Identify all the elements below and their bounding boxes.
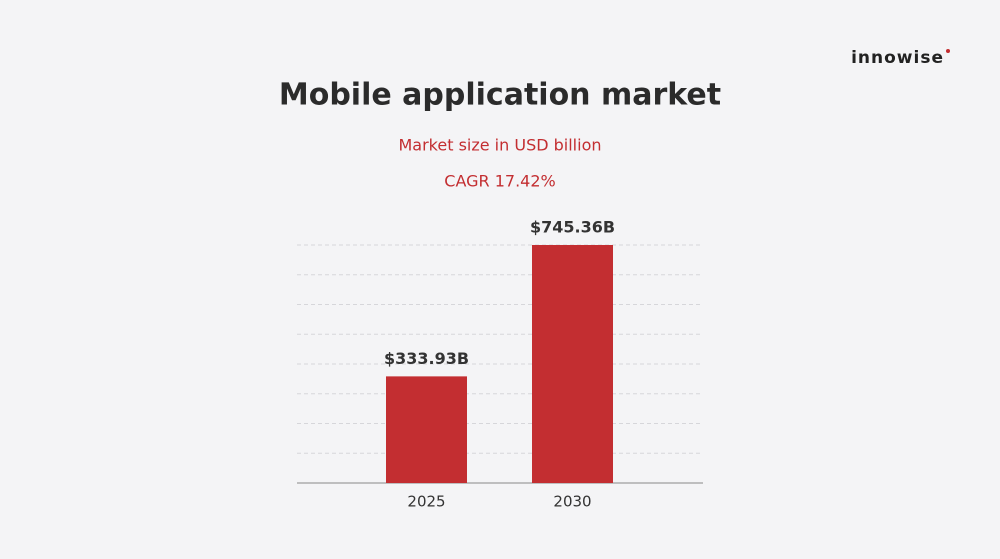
chart-subtitle: Market size in USD billion [398,136,601,155]
chart-title: Mobile application market [279,78,721,113]
value-label: $333.93B [384,349,469,368]
brand-logo: innowise [851,48,944,68]
value-label: $745.36B [530,218,615,237]
chart-annotation: CAGR 17.42% [444,172,555,191]
brand-dot [946,49,950,53]
bar [386,376,467,483]
x-tick-label: 2030 [553,493,591,511]
bar [532,245,613,483]
x-tick-label: 2025 [407,493,445,511]
